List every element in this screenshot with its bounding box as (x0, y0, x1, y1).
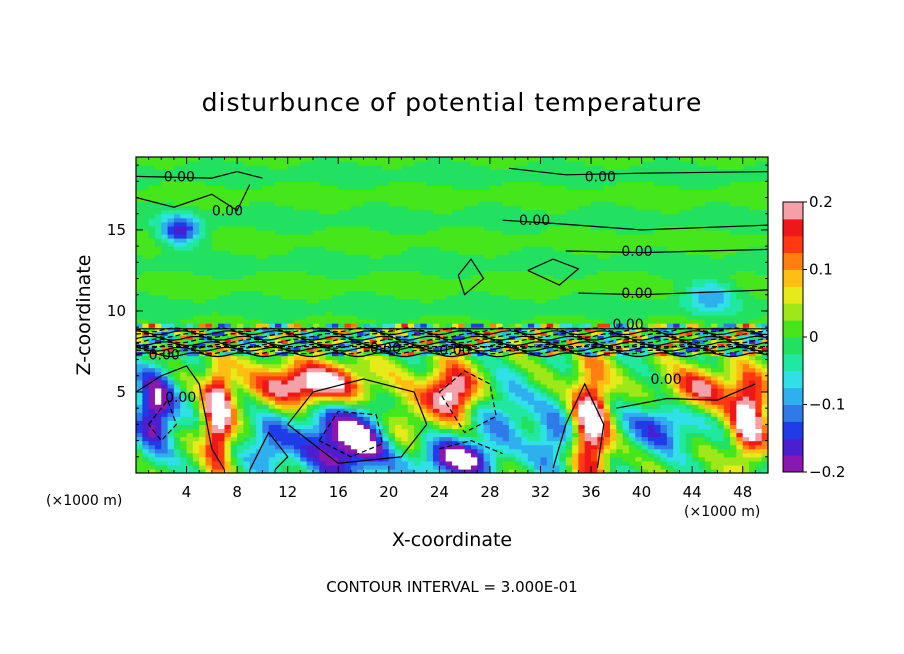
colorbar-segment (783, 404, 803, 422)
contour-line (136, 170, 263, 179)
contour-label: 0.00 (613, 317, 644, 333)
contour-line (136, 335, 768, 341)
contour-label: 0.00 (149, 348, 180, 364)
contour-label: 0.00 (164, 169, 195, 185)
colorbar-segment (783, 455, 803, 473)
colorbar-segment (783, 337, 803, 355)
contour-line (136, 184, 251, 212)
colorbar-tick-label: −0.2 (809, 463, 845, 481)
colorbar-segment (783, 387, 803, 405)
x-tick-label: 36 (581, 483, 600, 501)
colorbar-segment (783, 286, 803, 304)
contour-line (616, 383, 756, 409)
contour-line (136, 343, 768, 350)
colorbar-segment (783, 202, 803, 220)
x-tick-label: 28 (480, 483, 499, 501)
contour-label: 0.00 (165, 390, 196, 406)
y-axis-ticks: 5 10 15 (107, 164, 768, 458)
contour-line (552, 382, 605, 469)
contour-line (136, 338, 768, 344)
colorbar-segment (783, 370, 803, 389)
x-tick-label: 40 (632, 483, 651, 501)
contour-line (136, 349, 768, 355)
contour-line (565, 248, 768, 254)
y-tick-label: 5 (116, 383, 126, 401)
contour-line (457, 258, 485, 296)
contour-line (136, 352, 768, 358)
contour-line (578, 289, 768, 296)
x-tick-label: 12 (278, 483, 297, 501)
contour-layer (136, 167, 768, 471)
contour-line (439, 439, 503, 455)
contour-line (136, 346, 768, 352)
y-axis-label: Z-coordinate (73, 255, 95, 376)
contour-label: 0.00 (212, 203, 243, 219)
colorbar-segment (783, 320, 803, 338)
contour-line (438, 370, 497, 434)
x-unit-label-right: (×1000 m) (684, 504, 760, 520)
colorbar-tick-label: −0.1 (809, 396, 845, 414)
contour-line (136, 341, 768, 347)
contour-line (136, 365, 226, 471)
contour-line (136, 330, 768, 336)
x-tick-label: 4 (182, 483, 192, 501)
x-tick-label: 48 (733, 483, 752, 501)
colorbar-tick-label: 0.2 (809, 193, 833, 211)
contour-line (148, 398, 178, 442)
x-tick-label: 44 (683, 483, 702, 501)
contour-interval-note: CONTOUR INTERVAL = 3.000E-01 (326, 578, 577, 596)
plot-area: 0.00 0.00 0.00 0.00 0.00 0.00 0.00 0.00 0.00 0.00… (136, 157, 768, 473)
contour-label: 0.00 (650, 372, 681, 388)
colorbar-segment (783, 235, 803, 254)
contour-label: 0.00 (621, 244, 652, 260)
x-tick-label: 24 (430, 483, 449, 501)
contour-line (527, 258, 580, 286)
contour-line (318, 410, 384, 458)
colorbar-tick-label: 0 (809, 328, 819, 346)
y-tick-label: 10 (107, 302, 126, 320)
chart-title: disturbunce of potential temperature (202, 88, 703, 117)
contour-label: 0.00 (519, 213, 550, 229)
contour-line (249, 431, 289, 471)
contour-label: 0.00 (585, 169, 616, 185)
colorbar-tick-label: 0.1 (809, 261, 833, 279)
x-tick-label: 16 (329, 483, 348, 501)
x-tick-label: 32 (531, 483, 550, 501)
field-layer (136, 157, 768, 473)
contour-line (502, 219, 768, 231)
x-axis-label: X-coordinate (392, 529, 512, 551)
contour-label: 0.00 (621, 286, 652, 302)
contour-label-layer: 0.00 0.00 0.00 0.00 0.00 0.00 0.00 0.00 0.00 0.00… (149, 169, 682, 405)
contour-line (136, 327, 768, 333)
contour-line (287, 378, 428, 464)
colorbar-segment (783, 269, 803, 287)
colorbar-segment (783, 438, 803, 456)
x-axis-ticks: 4 8 12 16 20 24 28 32 36 40 44 48 (148, 157, 756, 501)
colorbar-segment (783, 303, 803, 321)
x-tick-label: 20 (379, 483, 398, 501)
colorbar-segment (783, 421, 803, 439)
contour-label: 0.00 (439, 343, 470, 359)
contour-label: 0.00 (370, 341, 401, 357)
colorbar-segment (783, 218, 803, 237)
x-unit-label-left: (×1000 m) (46, 493, 122, 509)
colorbar: 0.2 0.1 0 −0.1 −0.2 (782, 193, 845, 481)
contour-line (136, 332, 768, 339)
contour-line (508, 167, 768, 176)
colorbar-segment (783, 252, 803, 270)
x-tick-label: 8 (232, 483, 242, 501)
colorbar-segment (783, 353, 803, 372)
y-tick-label: 15 (107, 221, 126, 239)
